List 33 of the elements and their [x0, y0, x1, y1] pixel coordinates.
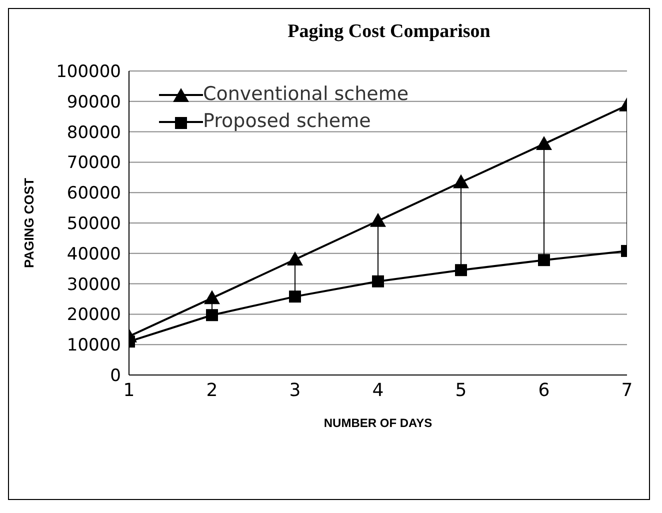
point [538, 254, 550, 266]
point [372, 275, 384, 288]
y-tick-label: 30000 [66, 274, 121, 295]
point [370, 212, 386, 227]
legend-label: Conventional scheme [203, 82, 409, 107]
point [453, 174, 469, 188]
y-tick-label: 100000 [56, 62, 121, 82]
x-tick-label: 4 [372, 380, 384, 401]
y-tick-label: 60000 [66, 184, 121, 204]
y-tick-label: 40000 [66, 244, 121, 264]
x-axis-title: NUMBER OF DAYS [324, 416, 432, 430]
point [204, 290, 220, 304]
point [206, 309, 218, 322]
x-tick-label: 5 [455, 380, 467, 401]
point [536, 136, 552, 150]
chart-title: Paging Cost Comparison [286, 21, 492, 43]
y-tick-label: 50000 [66, 214, 121, 234]
y-tick-label: 10000 [66, 336, 121, 356]
x-tick-label: 2 [206, 380, 218, 401]
y-tick-label: 20000 [66, 305, 121, 326]
legend-label: Proposed scheme [203, 109, 371, 134]
x-tick-label: 7 [621, 380, 633, 401]
y-tick-label: 70000 [66, 153, 121, 174]
y-tick-label: 90000 [66, 92, 121, 112]
y-axis-title: PAGING COST [22, 178, 37, 268]
point [287, 251, 303, 266]
x-tick-label: 3 [289, 380, 301, 401]
x-tick-label: 6 [538, 380, 550, 401]
point [455, 264, 467, 276]
y-tick-label: 0 [110, 366, 121, 386]
y-tick-label: 80000 [66, 122, 121, 143]
point [289, 290, 301, 303]
x-tick-label: 1 [123, 380, 135, 401]
